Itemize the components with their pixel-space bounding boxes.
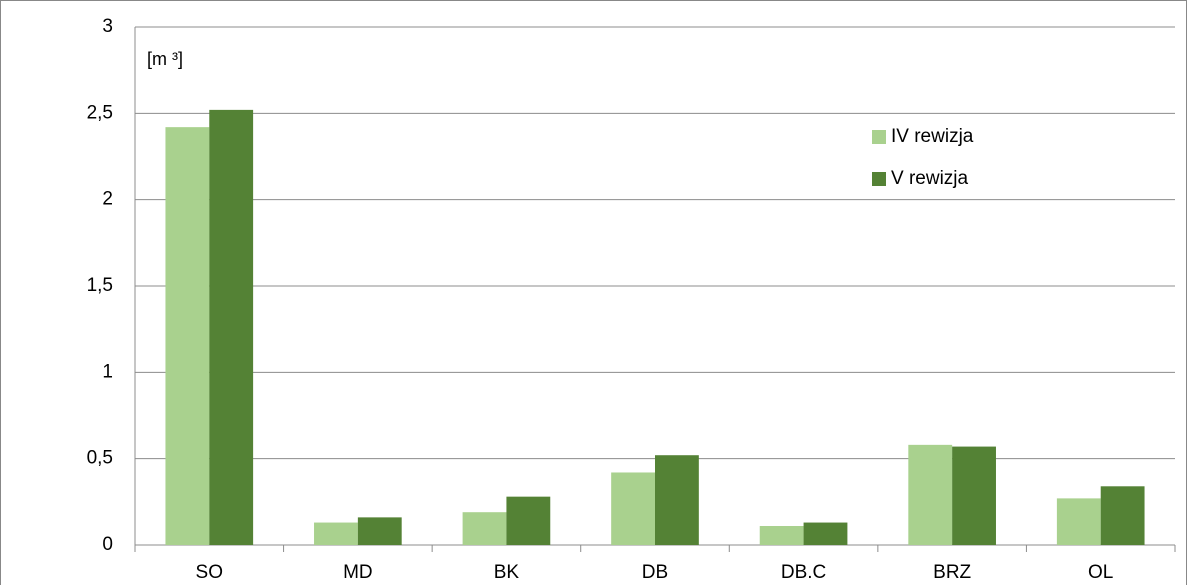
y-tick-label: 2,5 <box>87 102 113 123</box>
bar <box>357 517 402 545</box>
y-axis-label: [m ³] <box>147 49 183 69</box>
x-tick-label: DB.C <box>781 562 826 583</box>
x-tick-label: SO <box>196 562 223 583</box>
bar <box>908 444 953 545</box>
x-tick-label: BK <box>494 562 520 583</box>
y-tick-label: 0,5 <box>87 448 113 469</box>
bar <box>611 472 655 545</box>
legend-swatch <box>872 172 886 186</box>
x-tick-label: MD <box>343 562 373 583</box>
bar <box>1056 498 1101 545</box>
bar <box>506 496 551 545</box>
legend-label: V rewizja <box>891 168 969 189</box>
bar <box>803 522 848 545</box>
bar <box>952 446 996 545</box>
y-tick-label: 2 <box>102 189 113 210</box>
bar <box>462 512 507 545</box>
y-tick-label: 1,5 <box>87 275 113 296</box>
bar <box>759 526 804 545</box>
bar <box>1100 486 1145 545</box>
x-tick-label: BRZ <box>933 562 971 583</box>
y-tick-label: 3 <box>102 16 113 37</box>
bar <box>209 109 254 545</box>
y-tick-label: 0 <box>102 534 113 555</box>
bar <box>655 455 699 545</box>
bar <box>314 522 358 545</box>
legend-swatch <box>872 130 886 144</box>
y-tick-label: 1 <box>102 361 113 382</box>
bar <box>165 127 210 545</box>
x-tick-label: DB <box>642 562 668 583</box>
legend-label: IV rewizja <box>891 126 974 147</box>
x-tick-label: OL <box>1088 562 1113 583</box>
